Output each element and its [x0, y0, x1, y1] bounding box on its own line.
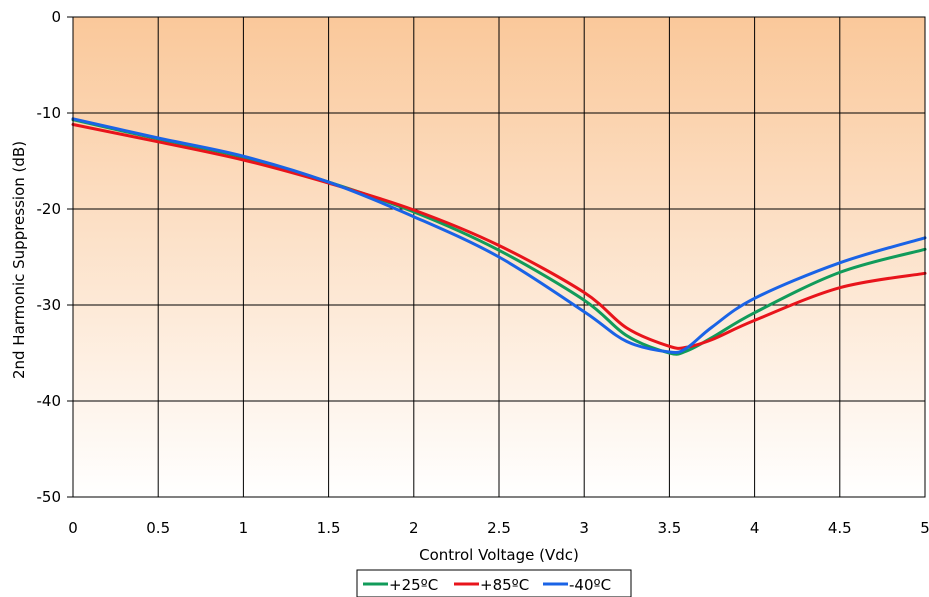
x-tick-label: 1.5 [317, 519, 341, 537]
legend-label-2: -40ºC [569, 576, 611, 594]
legend-label-0: +25ºC [389, 576, 438, 594]
x-tick-label: 1 [239, 519, 249, 537]
y-tick-label: -50 [37, 488, 62, 506]
x-tick-label: 5 [920, 519, 929, 537]
x-tick-label: 2.5 [487, 519, 511, 537]
y-tick-labels: 0 -10 -20 -30 -40 -50 [37, 8, 62, 506]
x-tick-label: 4 [750, 519, 760, 537]
series-layer [71, 117, 927, 356]
series-line-1 [71, 123, 927, 350]
y-tick-label: -40 [37, 392, 62, 410]
x-tick-label: 0.5 [146, 519, 170, 537]
y-axis-title: 2nd Harmonic Suppression (dB) [10, 141, 28, 379]
x-tick-label: 0 [68, 519, 78, 537]
x-axis-title: Control Voltage (Vdc) [419, 546, 579, 564]
x-tick-label: 3.5 [657, 519, 681, 537]
legend-box [356, 569, 632, 597]
y-tick-label: -10 [37, 104, 62, 122]
x-tick-labels: 0 0.5 1 1.5 2 2.5 3 3.5 4 4.5 5 [68, 519, 929, 537]
legend: +25ºC +85ºC -40ºC [356, 569, 632, 597]
x-tick-label: 4.5 [828, 519, 852, 537]
y-tick-label: 0 [51, 8, 61, 26]
plot-frame [72, 16, 926, 498]
series-line-2 [71, 117, 927, 355]
legend-label-1: +85ºC [480, 576, 529, 594]
x-tick-label: 3 [579, 519, 589, 537]
y-tick-label: -30 [37, 296, 62, 314]
x-tick-label: 2 [409, 519, 419, 537]
y-tick-label: -20 [37, 200, 62, 218]
